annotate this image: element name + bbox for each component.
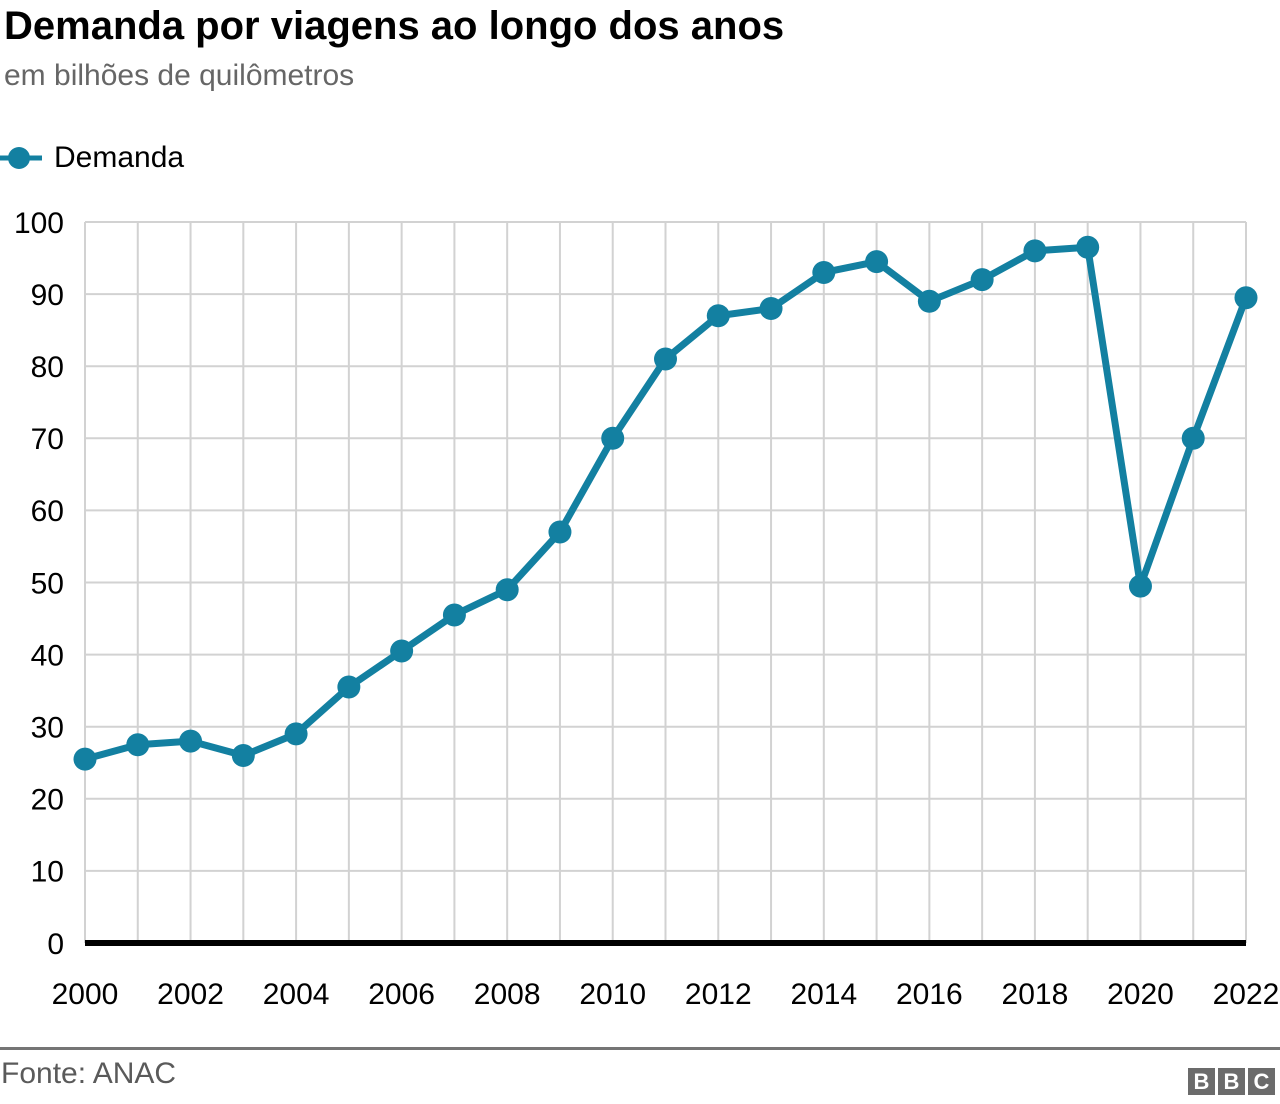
x-axis-tick-label: 2010	[579, 978, 646, 1011]
bbc-logo-block-c: C	[1248, 1068, 1275, 1095]
data-point	[1076, 235, 1100, 259]
footer-divider	[0, 1047, 1280, 1050]
data-point	[495, 578, 519, 602]
x-axis-tick-label: 2002	[157, 978, 224, 1011]
y-axis-tick-label: 10	[31, 856, 64, 889]
y-axis-tick-label: 90	[31, 279, 64, 312]
data-point	[1234, 286, 1258, 310]
y-axis-tick-label: 80	[31, 351, 64, 384]
data-point	[126, 733, 150, 757]
x-axis-tick-label: 2006	[368, 978, 435, 1011]
x-axis-tick-label: 2018	[1002, 978, 1069, 1011]
x-axis-tick-label: 2020	[1107, 978, 1174, 1011]
data-point	[812, 260, 836, 284]
data-point	[284, 722, 308, 746]
x-axis-tick-label: 2000	[52, 978, 119, 1011]
y-axis-tick-label: 50	[31, 567, 64, 600]
x-axis-tick-label: 2008	[474, 978, 541, 1011]
data-point	[917, 289, 941, 313]
y-axis-tick-label: 40	[31, 639, 64, 672]
data-point	[654, 347, 677, 371]
data-point	[1128, 574, 1152, 598]
x-axis-tick-label: 2014	[790, 978, 857, 1011]
data-point	[706, 304, 730, 328]
chart-subtitle: em bilhões de quilômetros	[4, 59, 355, 92]
legend-line-dot-icon	[0, 147, 42, 169]
legend-label-demanda: Demanda	[54, 141, 185, 174]
y-axis-tick-label: 100	[14, 207, 64, 240]
x-axis-tick-label: 2016	[896, 978, 963, 1011]
y-axis-tick-label: 20	[31, 784, 64, 817]
bbc-logo-block-b2: B	[1218, 1068, 1245, 1095]
data-point	[390, 639, 414, 663]
data-point	[179, 729, 203, 753]
y-axis-tick-label: 30	[31, 712, 64, 745]
data-point	[548, 520, 572, 544]
source-label: Fonte: ANAC	[1, 1057, 177, 1090]
data-point	[337, 675, 361, 699]
y-axis-tick-label: 60	[31, 495, 64, 528]
bbc-logo-block-b1: B	[1188, 1068, 1215, 1095]
data-point	[601, 426, 625, 450]
x-axis-tick-label: 2022	[1213, 978, 1280, 1011]
data-point	[1181, 426, 1205, 450]
data-point	[442, 603, 466, 627]
data-point	[970, 268, 994, 292]
data-point	[73, 747, 97, 771]
data-point	[1023, 239, 1047, 263]
x-axis-tick-label: 2004	[263, 978, 330, 1011]
bbc-logo: B B C	[1188, 1068, 1275, 1095]
data-point	[759, 297, 783, 321]
y-axis-tick-label: 0	[47, 928, 64, 961]
data-point	[231, 744, 255, 768]
chart-title: Demanda por viagens ao longo dos anos	[4, 4, 785, 48]
x-axis-tick-label: 2012	[685, 978, 752, 1011]
data-point	[865, 250, 889, 274]
chart-legend: Demanda	[0, 141, 184, 175]
y-axis-tick-label: 70	[31, 423, 64, 456]
